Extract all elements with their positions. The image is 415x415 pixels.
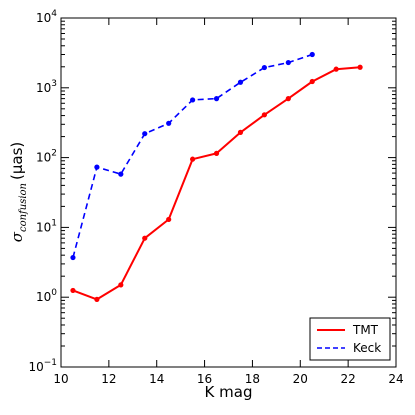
plot-series: [70, 51, 363, 302]
data-point-tmt: [357, 64, 363, 70]
y-axis: 10−1 100 101 102 103 104: [28, 9, 396, 374]
data-point-keck: [94, 164, 100, 170]
data-point-tmt: [237, 129, 244, 135]
data-point-tmt: [285, 96, 291, 102]
x-tick-label: 10: [53, 372, 68, 386]
data-point-keck: [213, 96, 220, 102]
data-point-tmt: [213, 150, 220, 156]
data-point-tmt: [190, 156, 196, 162]
data-point-tmt: [309, 78, 315, 85]
x-tick-label: 22: [341, 372, 356, 386]
x-axis-label: K mag: [205, 383, 253, 401]
data-point-keck: [190, 97, 196, 103]
x-tick-label: 20: [293, 372, 308, 386]
x-tick-label: 16: [197, 372, 212, 386]
data-point-keck: [142, 131, 148, 137]
y-tick-label: 104: [36, 9, 57, 25]
data-point-tmt: [70, 287, 76, 294]
legend-box: [309, 317, 391, 361]
data-point-keck: [285, 59, 291, 66]
y-tick-label: 10−1: [28, 358, 57, 374]
data-point-tmt: [261, 112, 267, 118]
y-tick-label: 102: [36, 149, 57, 165]
legend: TMT Keck: [309, 317, 391, 361]
y-axis-label-unit: (μas): [8, 142, 26, 180]
data-point-tmt: [118, 282, 124, 288]
x-tick-label: 14: [149, 372, 164, 386]
plot-frame: [60, 17, 397, 368]
data-point-keck: [309, 51, 315, 58]
y-axis-label-subscript: confusion: [18, 183, 29, 232]
y-axis-label: σconfusion (μas): [8, 142, 29, 243]
legend-label-keck: Keck: [353, 341, 381, 355]
data-point-keck: [118, 171, 124, 177]
x-tick-label: 18: [245, 372, 260, 386]
y-tick-label: 101: [36, 218, 57, 234]
x-tick-label: 12: [101, 372, 116, 386]
data-point-tmt: [166, 216, 172, 223]
data-point-tmt: [142, 235, 148, 241]
data-point-tmt: [333, 66, 339, 72]
y-tick-label: 103: [36, 79, 57, 95]
y-tick-label: 100: [36, 288, 57, 304]
x-tick-label: 24: [388, 372, 403, 386]
x-axis: 10 12 14 16 18 20 22 24: [53, 18, 404, 386]
data-point-tmt: [94, 296, 100, 302]
data-point-keck: [166, 120, 172, 126]
data-point-keck: [70, 254, 76, 261]
data-point-keck: [237, 79, 244, 85]
data-point-keck: [261, 64, 267, 71]
y-axis-label-symbol: σ: [8, 231, 26, 242]
legend-label-tmt: TMT: [352, 323, 379, 337]
